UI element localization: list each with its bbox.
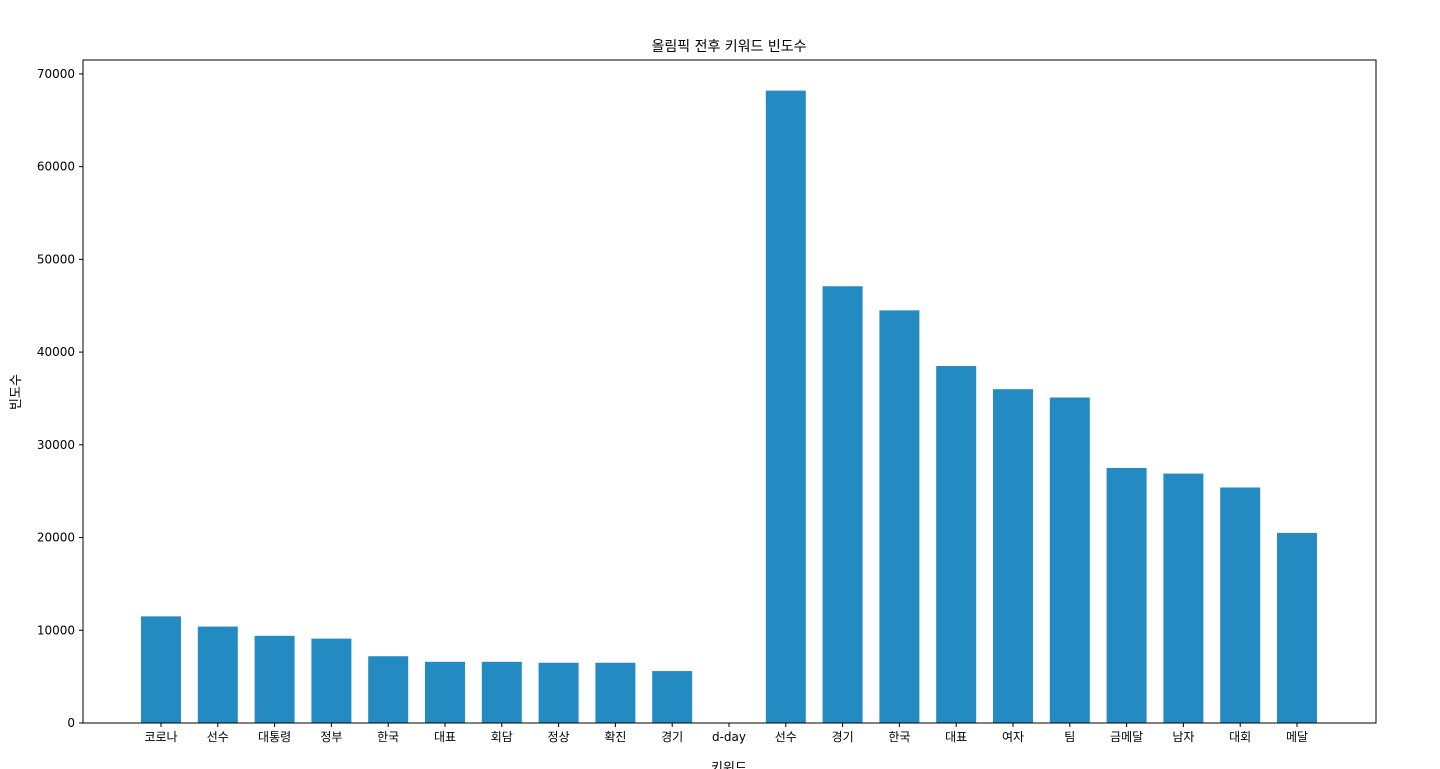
x-tick-label-1: 선수 [207, 730, 229, 744]
y-tick-label-6: 60000 [37, 160, 75, 174]
bar-9 [652, 671, 693, 723]
bar-7 [538, 662, 579, 723]
y-axis-ticks: 0 10000 20000 30000 40000 50000 60000 70000 [37, 67, 83, 730]
chart-title: 올림픽 전후 키워드 빈도수 [651, 39, 806, 55]
x-tick-label-14: 대표 [945, 730, 967, 744]
x-tick-label-8: 확진 [604, 730, 626, 744]
x-tick-label-9: 경기 [661, 730, 683, 744]
bar-16 [1049, 397, 1090, 723]
bar-18 [1163, 473, 1204, 723]
x-tick-label-12: 경기 [832, 730, 854, 744]
bar-14 [936, 366, 977, 723]
y-tick-label-0: 0 [67, 716, 75, 730]
bar-12 [822, 286, 863, 723]
plot-area-frame [82, 59, 1377, 724]
x-tick-label-10: d-day [712, 730, 746, 744]
bar-19 [1220, 487, 1261, 723]
x-tick-label-17: 금메달 [1110, 730, 1143, 744]
x-axis-label: 키워드 [711, 761, 747, 769]
x-tick-label-16: 팀 [1064, 730, 1075, 744]
bar-3 [311, 638, 352, 723]
bar-5 [425, 661, 465, 723]
bar-1 [197, 626, 238, 723]
x-tick-label-3: 정부 [320, 730, 342, 744]
x-tick-label-5: 대표 [434, 730, 456, 744]
bar-8 [595, 662, 636, 723]
y-tick-label-5: 50000 [37, 252, 75, 266]
bar-20 [1277, 532, 1317, 723]
y-tick-label-2: 20000 [37, 531, 75, 545]
bar-17 [1106, 468, 1147, 723]
x-tick-label-7: 정상 [548, 730, 570, 744]
y-axis-label: 빈도수 [9, 374, 24, 410]
bar-4 [368, 656, 409, 723]
x-tick-label-15: 여자 [1002, 730, 1024, 744]
x-tick-label-20: 메달 [1286, 730, 1308, 744]
y-tick-label-7: 70000 [37, 67, 75, 81]
bar-13 [879, 310, 920, 723]
bar-0 [141, 616, 181, 723]
x-tick-label-18: 남자 [1172, 730, 1194, 744]
bar-6 [481, 661, 522, 723]
x-tick-label-13: 한국 [888, 730, 910, 744]
x-axis-ticks: 코로나 선수 대통령 정부 한국 대표 회담 정상 확진 경기 d-day 선수 경기 한국 대표 여자 팀 금메… [144, 723, 1308, 744]
y-tick-label-4: 40000 [37, 345, 75, 359]
bars-group [141, 90, 1317, 724]
x-tick-label-2: 대통령 [258, 730, 291, 744]
bar-15 [993, 389, 1033, 723]
x-tick-label-0: 코로나 [144, 730, 177, 744]
x-tick-label-19: 대회 [1229, 730, 1251, 744]
y-tick-label-3: 30000 [37, 438, 75, 452]
y-tick-label-1: 10000 [37, 623, 75, 637]
x-tick-label-6: 회담 [491, 730, 513, 744]
bar-11 [765, 90, 806, 724]
x-tick-label-4: 한국 [377, 730, 399, 744]
bar-2 [254, 635, 295, 723]
x-tick-label-11: 선수 [775, 730, 797, 744]
